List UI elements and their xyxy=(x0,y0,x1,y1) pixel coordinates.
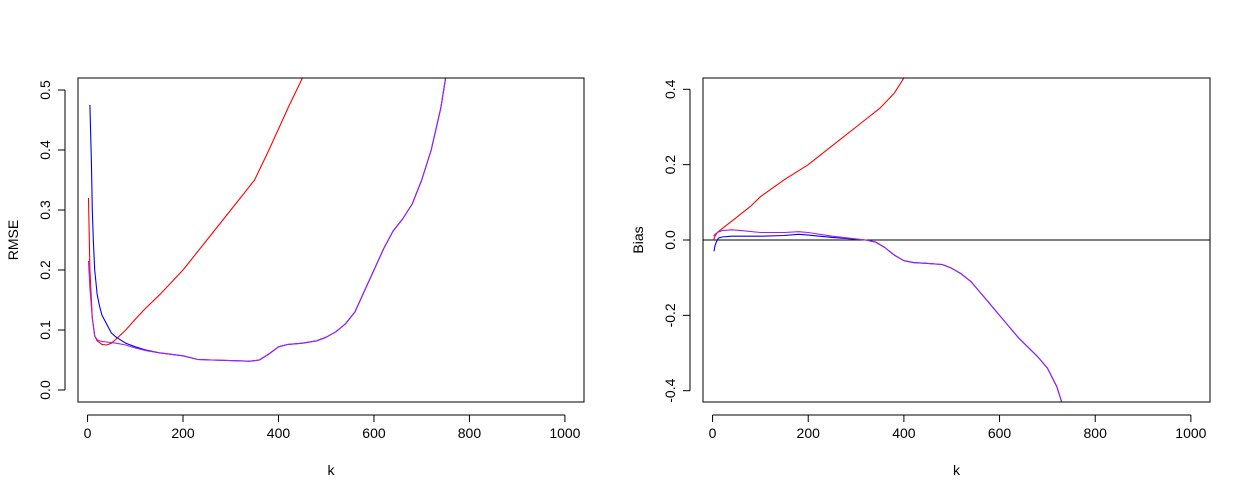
series-line-purple xyxy=(87,78,447,362)
series-line-blue xyxy=(89,78,447,362)
y-tick-label: 0.0 xyxy=(662,230,678,250)
y-tick-label: -0.4 xyxy=(662,378,678,402)
x-axis-label: k xyxy=(328,462,336,478)
x-tick-label: 600 xyxy=(362,425,386,441)
x-tick-label: 1000 xyxy=(1175,425,1206,441)
x-tick-label: 800 xyxy=(458,425,482,441)
x-tick-label: 1000 xyxy=(549,425,580,441)
y-tick-label: 0.1 xyxy=(37,320,53,340)
series-group xyxy=(712,78,1063,402)
x-tick-label: 200 xyxy=(797,425,821,441)
y-axis-label: RMSE xyxy=(5,220,21,260)
y-tick-label: 0.2 xyxy=(37,260,53,280)
x-tick-label: 600 xyxy=(988,425,1012,441)
plot-frame xyxy=(702,77,1211,403)
y-tick-label: 0.4 xyxy=(662,79,678,99)
y-axis-label: Bias xyxy=(630,226,646,253)
y-tick-label: 0.0 xyxy=(37,380,53,400)
y-tick-label: -0.2 xyxy=(662,303,678,327)
series-line-red xyxy=(712,78,905,241)
y-tick-label: 0.3 xyxy=(37,200,53,220)
x-tick-label: 0 xyxy=(709,425,717,441)
plot-frame xyxy=(77,77,585,403)
x-tick-label: 200 xyxy=(171,425,195,441)
rmse-panel: 0 200 400 600 800 1000 k 0.0 0.1 0.2 0.3 0.4 0.5 RMSE xyxy=(5,77,585,478)
series-line-red xyxy=(87,78,303,346)
x-tick-label: 400 xyxy=(892,425,916,441)
series-line-blue xyxy=(713,233,1063,402)
y-tick-label: 0.4 xyxy=(37,140,53,160)
x-tick-label: 400 xyxy=(267,425,291,441)
x-tick-label: 0 xyxy=(84,425,92,441)
series-group xyxy=(87,78,447,362)
x-tick-label: 800 xyxy=(1084,425,1108,441)
y-tick-label: 0.2 xyxy=(662,155,678,175)
series-line-purple xyxy=(713,229,1063,402)
bias-panel: 0 200 400 600 800 1000 k -0.4 -0.2 0.0 0.2 0.4 Bias xyxy=(630,77,1211,478)
y-tick-label: 0.5 xyxy=(37,80,53,100)
x-axis-label: k xyxy=(953,462,961,478)
